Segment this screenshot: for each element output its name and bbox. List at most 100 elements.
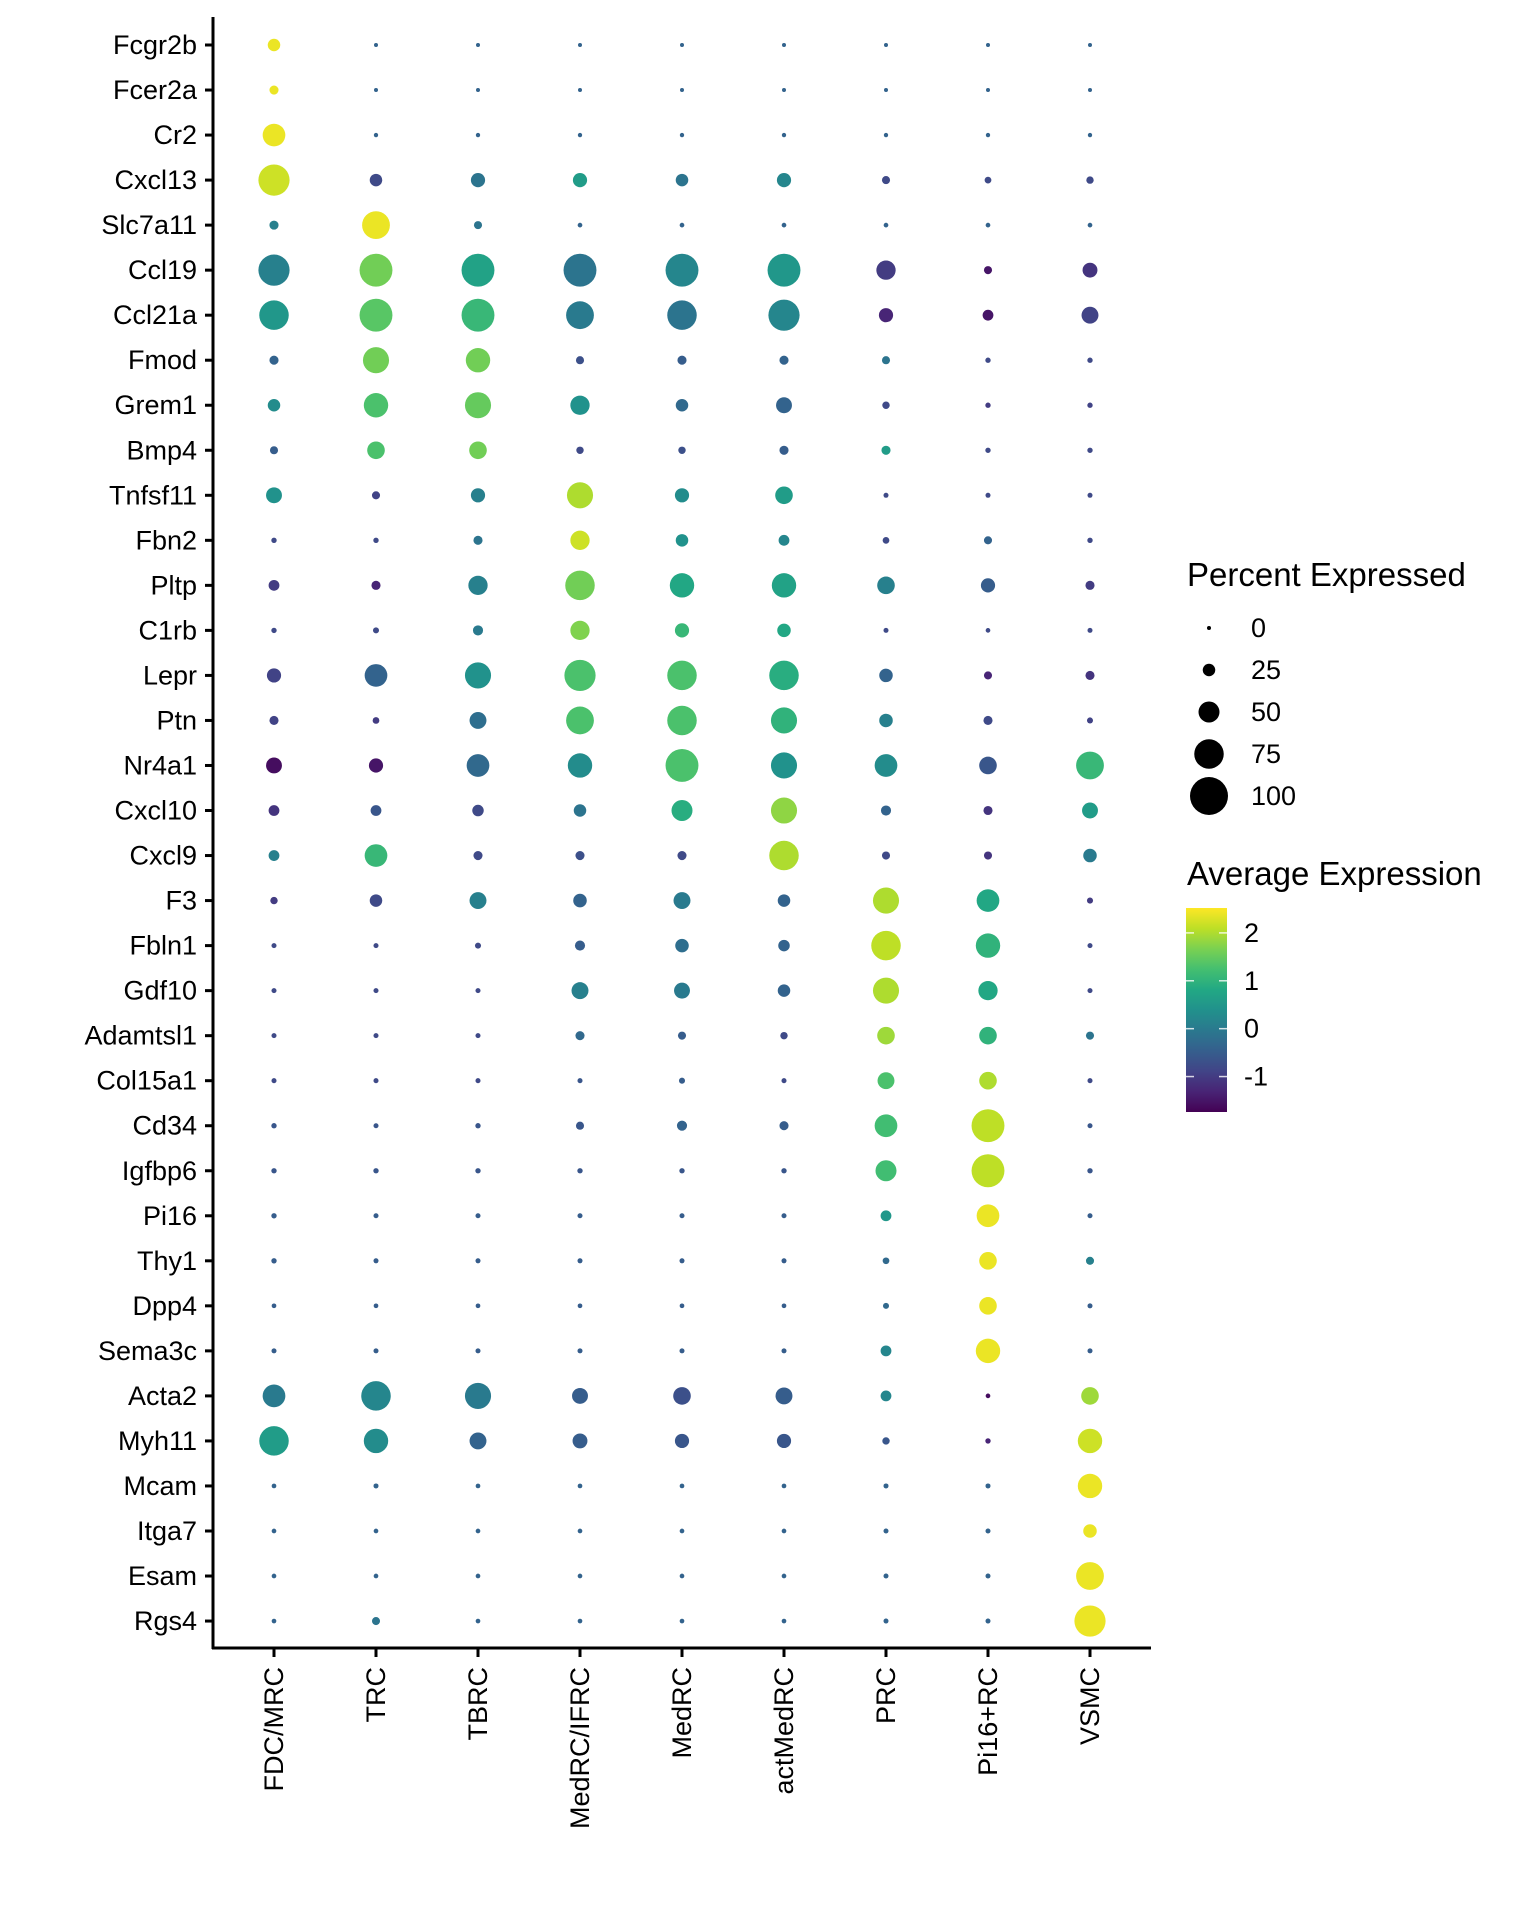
dot-adamtsl1-fdc-mrc [271, 1033, 277, 1039]
dot-grem1-actmedrc [776, 397, 792, 414]
dot-fbn2-medrc [675, 534, 689, 547]
dot-adamtsl1-medrc-ifrc [575, 1031, 585, 1041]
dot-fcer2a-tbrc [476, 88, 480, 93]
dot-cr2-fdc-mrc [262, 123, 286, 147]
dot-acta2-tbrc [464, 1382, 492, 1409]
dot-f3-tbrc [469, 892, 487, 910]
dot-myh11-fdc-mrc [259, 1426, 289, 1456]
x-tick-label: Pi16+RC [973, 1667, 1003, 1776]
dot-ccl21a-pi16-rc [982, 309, 994, 321]
dot-sema3c-pi16-rc [975, 1338, 1001, 1364]
y-tick-label: Pi16 [143, 1201, 197, 1231]
dot-cxcl13-pi16-rc [984, 176, 992, 184]
dot-grem1-pi16-rc [985, 402, 991, 408]
color-legend-title: Average Expression [1187, 855, 1482, 892]
dot-cxcl9-trc [364, 844, 388, 867]
size-legend-label: 50 [1251, 697, 1281, 727]
dot-myh11-pi16-rc [985, 1438, 991, 1444]
dot-esam-fdc-mrc [271, 1573, 277, 1579]
dot-ccl21a-trc [359, 298, 393, 332]
dot-pi16-medrc-ifrc [577, 1213, 583, 1219]
dot-dpp4-trc [373, 1303, 379, 1309]
dot-col15a1-actmedrc [781, 1078, 787, 1084]
dot-pi16-medrc [679, 1213, 685, 1219]
dot-col15a1-medrc-ifrc [577, 1078, 583, 1084]
dot-fbln1-actmedrc [778, 939, 790, 952]
dot-fcgr2b-tbrc [476, 43, 480, 47]
dot-f3-fdc-mrc [270, 896, 278, 905]
dot-cxcl10-medrc [671, 800, 693, 822]
dot-cr2-medrc-ifrc [577, 132, 583, 138]
colorbar [1186, 908, 1227, 1112]
y-tick-label: Igfbp6 [122, 1156, 197, 1186]
dot-rgs4-pi16-rc [985, 1618, 991, 1624]
dot-tnfsf11-medrc [674, 488, 690, 503]
dot-fbln1-trc [373, 943, 379, 949]
dot-f3-medrc-ifrc [573, 893, 587, 908]
dot-rgs4-medrc-ifrc [577, 1618, 583, 1624]
dot-dpp4-tbrc [475, 1303, 481, 1309]
dot-fmod-medrc-ifrc [575, 356, 585, 365]
dot-igfbp6-trc [373, 1168, 379, 1174]
dot-esam-trc [373, 1573, 379, 1579]
dot-cxcl10-prc [880, 805, 892, 816]
dot-slc7a11-prc [883, 222, 889, 228]
dot-thy1-vsmc [1085, 1256, 1095, 1265]
dot-fmod-medrc [677, 355, 687, 365]
dot-col15a1-trc [373, 1078, 379, 1084]
dot-acta2-medrc-ifrc [572, 1387, 588, 1404]
dot-acta2-vsmc [1081, 1387, 1099, 1405]
y-tick-label: Cxcl10 [114, 796, 197, 826]
dot-dpp4-medrc [679, 1303, 685, 1309]
size-legend-key [1202, 663, 1216, 677]
dot-f3-prc [872, 887, 900, 914]
dot-fmod-vsmc [1087, 357, 1093, 363]
dot-ptn-pi16-rc [983, 715, 993, 725]
dot-myh11-tbrc [469, 1432, 487, 1450]
dot-esam-prc [883, 1573, 889, 1579]
dot-fbln1-medrc-ifrc [574, 940, 586, 951]
dot-ccl21a-fdc-mrc [259, 300, 289, 330]
dot-fbn2-tbrc [473, 535, 483, 545]
x-tick-label: MedRC [667, 1667, 697, 1759]
y-tick-label: Ccl19 [128, 255, 197, 285]
dot-nr4a1-trc [368, 758, 384, 773]
color-legend: Average Expression 2 1 0 -1 [1186, 855, 1482, 1112]
size-legend-key [1190, 777, 1228, 815]
dot-cxcl13-vsmc [1086, 176, 1094, 184]
dot-ccl21a-vsmc [1081, 306, 1099, 324]
dot-grem1-prc [882, 401, 890, 409]
dot-adamtsl1-vsmc [1085, 1031, 1095, 1040]
dot-acta2-pi16-rc [985, 1393, 991, 1399]
dot-esam-vsmc [1076, 1562, 1104, 1590]
dot-sema3c-prc [880, 1345, 892, 1357]
dot-f3-vsmc [1086, 897, 1094, 904]
dot-ptn-fdc-mrc [269, 715, 279, 725]
dot-col15a1-prc [877, 1072, 895, 1090]
dot-cxcl13-fdc-mrc [258, 164, 290, 196]
dot-esam-pi16-rc [985, 1573, 991, 1579]
dot-cxcl9-pi16-rc [983, 851, 993, 860]
dot-pi16-prc [880, 1210, 892, 1222]
dot-cd34-tbrc [475, 1123, 481, 1129]
dot-igfbp6-medrc-ifrc [577, 1168, 583, 1174]
dot-cxcl10-fdc-mrc [268, 805, 280, 816]
dot-itga7-medrc [679, 1528, 685, 1534]
dot-lepr-prc [879, 668, 893, 683]
dot-f3-medrc [673, 892, 691, 910]
dot-mcam-tbrc [475, 1483, 481, 1489]
dot-myh11-medrc [674, 1433, 690, 1449]
dot-gdf10-actmedrc [777, 984, 791, 997]
dot-igfbp6-tbrc [475, 1168, 481, 1174]
dot-ccl21a-medrc-ifrc [566, 301, 594, 330]
dot-nr4a1-tbrc [466, 754, 490, 777]
dot-myh11-actmedrc [776, 1433, 792, 1449]
dot-myh11-vsmc [1077, 1428, 1103, 1454]
dot-col15a1-pi16-rc [979, 1071, 997, 1090]
x-tick-label: FDC/MRC [259, 1667, 289, 1791]
dot-esam-medrc [679, 1573, 685, 1579]
size-legend-items: 0 25 50 75 100 [1190, 613, 1296, 815]
dot-acta2-medrc [673, 1387, 691, 1405]
dot-nr4a1-pi16-rc [979, 756, 997, 775]
dot-esam-medrc-ifrc [577, 1573, 583, 1579]
